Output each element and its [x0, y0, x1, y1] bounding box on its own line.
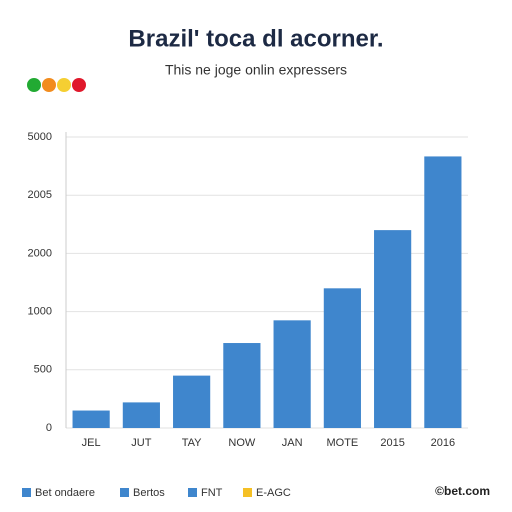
y-tick-label: 500: [34, 364, 52, 376]
legend-swatch: [22, 488, 31, 497]
status-dot: [42, 78, 56, 92]
bar: [424, 156, 462, 429]
source: ©bet.com: [435, 484, 490, 498]
x-tick-label: 2015: [380, 437, 404, 449]
legend-label: FNT: [201, 487, 223, 499]
status-dot: [57, 78, 71, 92]
status-dot: [27, 78, 41, 92]
bar: [273, 320, 311, 428]
x-tick-label: MOTE: [326, 437, 358, 449]
legend-swatch: [120, 488, 129, 497]
bar: [374, 230, 412, 428]
y-tick-label: 2000: [28, 247, 52, 259]
legend-swatch: [243, 488, 252, 497]
bar: [223, 343, 261, 428]
x-tick-label: TAY: [182, 437, 202, 449]
x-tick-label: JAN: [282, 437, 303, 449]
x-tick-label: JEL: [82, 437, 101, 449]
legend-swatch: [188, 488, 197, 497]
y-tick-label: 0: [46, 422, 52, 434]
x-tick-label: JUT: [131, 437, 151, 449]
chart-subtitle: This ne joge onlin expressers: [165, 62, 347, 78]
bar: [72, 410, 110, 428]
y-tick-label: 2005: [28, 189, 52, 201]
status-dot: [72, 78, 86, 92]
y-tick-label: 1000: [28, 306, 52, 318]
bar: [323, 288, 361, 428]
x-tick-label: 2016: [431, 437, 455, 449]
legend-label: E-AGC: [256, 487, 291, 499]
legend-label: Bertos: [133, 487, 165, 499]
y-tick-label: 5000: [28, 131, 52, 143]
x-tick-label: NOW: [228, 437, 256, 449]
chart-title: Brazil' toca dl acorner.: [128, 25, 383, 52]
bar: [122, 402, 160, 428]
legend-label: Bet ondaere: [35, 487, 95, 499]
bar: [173, 375, 211, 428]
